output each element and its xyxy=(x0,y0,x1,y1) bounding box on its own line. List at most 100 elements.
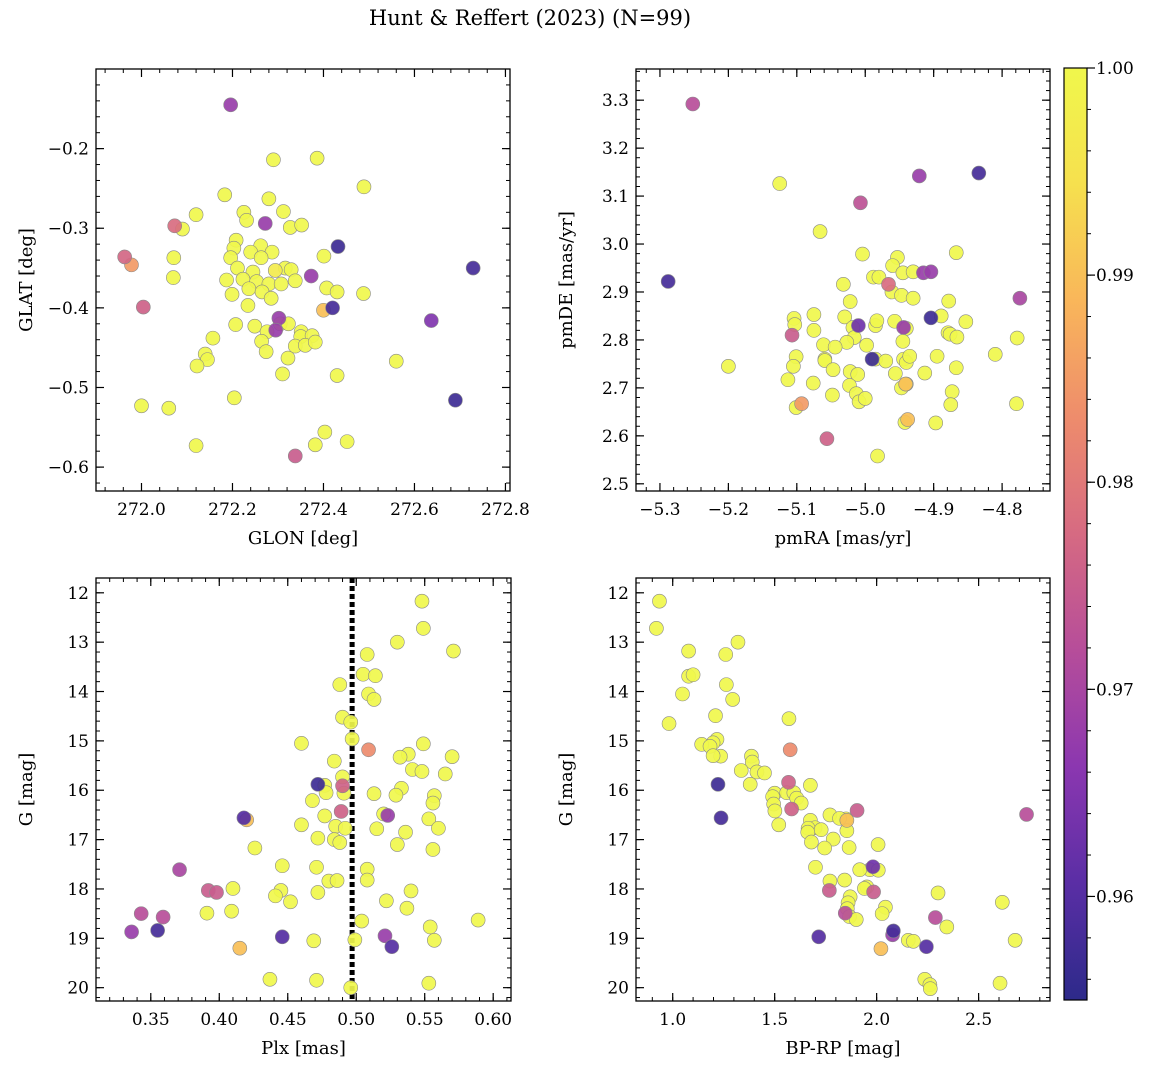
data-point xyxy=(227,390,242,406)
data-point xyxy=(725,692,740,707)
data-point xyxy=(359,647,375,662)
data-point xyxy=(825,831,841,847)
y-tick-label: −0.4 xyxy=(48,299,89,319)
data-point xyxy=(865,859,881,875)
y-tick-label: 18 xyxy=(607,880,629,900)
data-point xyxy=(660,274,676,289)
data-point xyxy=(384,939,400,955)
data-point xyxy=(330,239,346,254)
data-point xyxy=(368,668,383,684)
data-point xyxy=(388,787,404,803)
data-point xyxy=(675,686,690,702)
data-point xyxy=(366,692,382,707)
data-point xyxy=(274,929,290,945)
data-point xyxy=(900,412,915,427)
data-point xyxy=(873,941,889,956)
data-point xyxy=(422,919,438,935)
colorbar-tick-label: 0.96 xyxy=(1096,887,1134,907)
data-point xyxy=(444,749,460,764)
y-tick-label: 20 xyxy=(67,979,89,999)
x-tick-label: −5.0 xyxy=(845,500,886,520)
data-point xyxy=(223,250,238,266)
data-point xyxy=(253,250,269,266)
axes-frame xyxy=(635,68,1051,492)
y-tick-label: 16 xyxy=(607,781,629,801)
data-point xyxy=(294,217,309,233)
data-point xyxy=(817,840,832,856)
data-point xyxy=(316,248,332,264)
y-tick-label: 16 xyxy=(67,781,89,801)
data-point xyxy=(236,810,252,826)
colorbar-tick-label: 0.98 xyxy=(1096,473,1134,493)
data-point xyxy=(971,165,987,181)
x-tick-label: −5.3 xyxy=(639,500,680,520)
data-point xyxy=(705,748,721,763)
y-tick-label: 13 xyxy=(67,633,89,653)
data-point xyxy=(870,448,885,464)
colorbar-tick-label: 1.00 xyxy=(1096,59,1134,79)
data-point xyxy=(317,808,333,824)
data-point xyxy=(919,939,934,955)
y-axis-label: G [mag] xyxy=(556,753,577,826)
y-axis-label: GLAT [deg] xyxy=(16,228,37,332)
data-point xyxy=(421,975,437,991)
data-point xyxy=(808,859,823,875)
data-point xyxy=(228,317,243,332)
data-point xyxy=(780,372,796,388)
data-point xyxy=(199,905,215,921)
data-point xyxy=(917,365,933,381)
data-point xyxy=(837,309,853,325)
data-point xyxy=(166,270,181,285)
data-point xyxy=(941,293,957,309)
data-point xyxy=(849,803,865,818)
data-point xyxy=(247,318,263,334)
data-point xyxy=(850,367,866,382)
data-point xyxy=(366,786,382,801)
data-point xyxy=(276,204,291,219)
data-point xyxy=(327,753,342,769)
data-point xyxy=(392,749,408,765)
data-point xyxy=(1012,290,1028,306)
data-point xyxy=(188,207,204,223)
y-tick-label: 18 xyxy=(67,880,89,900)
data-point xyxy=(1007,932,1023,948)
data-point xyxy=(425,795,441,811)
y-tick-label: 17 xyxy=(607,831,629,851)
data-point xyxy=(730,634,746,650)
data-point xyxy=(263,291,279,306)
data-point xyxy=(355,666,371,682)
y-tick-label: 17 xyxy=(67,831,89,851)
colorbar: 0.96 0.97 0.98 0.99 1.00 xyxy=(1063,59,1134,1001)
data-point xyxy=(423,313,439,328)
data-point xyxy=(448,392,463,408)
data-point xyxy=(209,885,224,900)
data-point xyxy=(305,793,320,808)
data-point xyxy=(786,359,801,374)
data-point xyxy=(310,830,326,846)
data-point xyxy=(257,216,273,231)
data-point xyxy=(332,835,348,850)
data-point xyxy=(928,910,943,925)
data-point xyxy=(294,817,309,833)
data-point xyxy=(888,366,903,381)
x-tick-label: 1.0 xyxy=(659,1010,686,1030)
y-tick-label: 3.2 xyxy=(602,139,629,159)
data-point xyxy=(948,360,964,376)
data-point xyxy=(223,97,238,113)
data-point xyxy=(922,981,938,996)
data-point xyxy=(437,766,453,782)
data-point xyxy=(287,448,303,464)
data-point xyxy=(241,281,257,297)
data-point xyxy=(398,824,413,840)
y-tick-label: 12 xyxy=(67,584,89,604)
data-point xyxy=(377,928,393,944)
data-point xyxy=(303,268,319,284)
y-tick-label: 3.1 xyxy=(602,187,629,207)
data-point xyxy=(771,817,787,833)
data-point xyxy=(167,218,183,234)
data-point xyxy=(855,246,870,262)
data-point xyxy=(219,272,234,288)
data-point xyxy=(827,339,843,355)
data-point xyxy=(825,387,840,403)
x-tick-label: 272.8 xyxy=(481,500,530,520)
